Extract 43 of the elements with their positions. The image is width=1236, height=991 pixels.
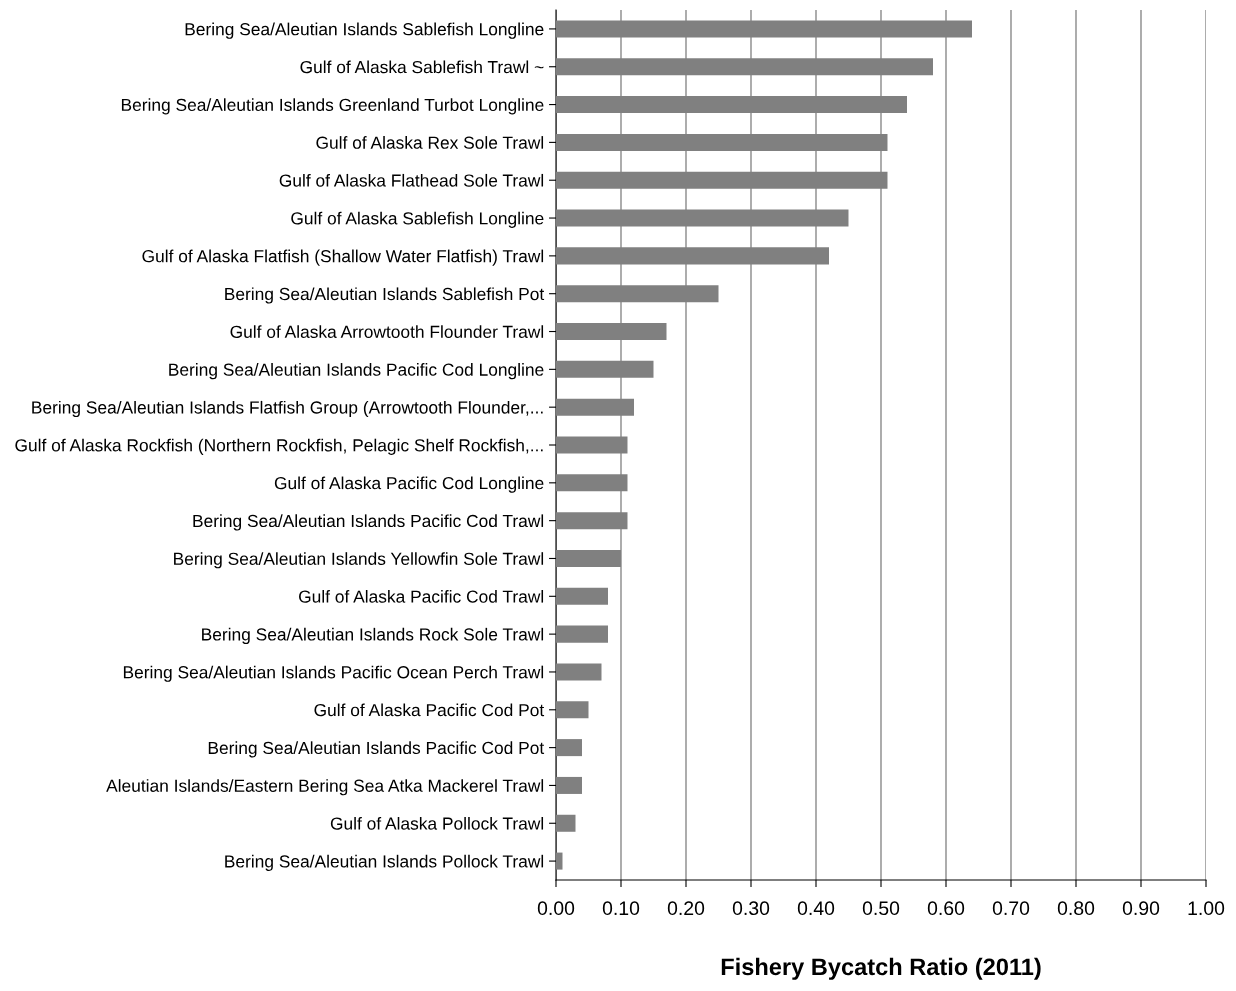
x-tick-label: 0.80 <box>1057 901 1095 916</box>
y-tick-label: Gulf of Alaska Pacific Cod Trawl <box>299 590 544 603</box>
bar <box>556 663 602 681</box>
y-tick-label: Bering Sea/Aleutian Islands Greenland Turbot Longline <box>121 98 544 115</box>
bar <box>556 587 608 605</box>
y-tick-label: Gulf of Alaska Sablefish Longline <box>291 211 544 228</box>
y-tick-label: Bering Sea/Aleutian Islands Rock Sole Trawl <box>202 627 544 645</box>
x-tick-label: 0.90 <box>1122 901 1160 916</box>
bar <box>556 814 576 832</box>
x-tick-label: 0.30 <box>732 901 770 916</box>
y-tick-label: Bering Sea/Aleutian Islands Pacific Cod Trawl <box>193 514 544 531</box>
x-axis-title: Fishery Bycatch Ratio (2011) <box>721 957 1041 980</box>
y-tick-label: Gulf of Alaska Pacific Cod Pot <box>314 703 545 717</box>
bar <box>556 776 582 794</box>
bar <box>556 701 589 719</box>
y-tick-label: Gulf of Alaska Flathead Sole Trawl <box>279 173 544 187</box>
y-tick-label: Bering Sea/Aleutian Islands Flatfish Group (Arrowtooth Flounder,... <box>32 400 543 418</box>
bar <box>556 625 608 643</box>
y-tick-label: Gulf of Alaska Rockfish (Northern Rockfish, Pelagic Shelf Rockfish,... <box>15 438 543 455</box>
y-tick-label: Aleutian Islands/Eastern Bering Sea Atka Mackerel Trawl <box>106 779 544 796</box>
y-tick-label: Bering Sea/Aleutian Islands Pacific Cod Pot <box>208 741 545 758</box>
x-tick-label: 0.40 <box>797 901 835 916</box>
y-tick-label: Bering Sea/Aleutian Islands Sablefish Pot <box>225 287 545 304</box>
y-tick-label: Bering Sea/Aleutian Islands Sablefish Longline <box>185 22 544 39</box>
y-tick-label: Gulf of Alaska Arrowtooth Flounder Trawl <box>230 325 544 338</box>
x-tick-label: 0.10 <box>602 901 640 916</box>
y-tick-label: Bering Sea/Aleutian Islands Pollock Trawl <box>225 854 544 871</box>
x-tick-label: 1.00 <box>1188 901 1225 916</box>
y-tick-label: Gulf of Alaska Pacific Cod Longline <box>274 476 544 493</box>
bar <box>556 852 563 870</box>
x-tick-label: 0.00 <box>537 901 575 916</box>
x-tick-label: 0.50 <box>862 901 900 916</box>
x-tick-label: 0.70 <box>992 901 1030 916</box>
y-tick-label: Bering Sea/Aleutian Islands Pacific Ocean Perch Trawl <box>123 665 544 682</box>
bar <box>556 739 582 757</box>
x-tick-label: 0.60 <box>927 901 965 916</box>
y-tick-label: Bering Sea/Aleutian Islands Pacific Cod Longline <box>169 363 544 380</box>
y-tick-label: Gulf of Alaska Flatfish (Shallow Water Flatfish) Trawl <box>142 249 544 266</box>
y-tick-label: Gulf of Alaska Pollock Trawl <box>330 816 544 830</box>
y-tick-label: Gulf of Alaska Sablefish Trawl ~ <box>300 60 544 74</box>
x-tick-label: 0.20 <box>667 901 705 916</box>
y-tick-label: Gulf of Alaska Rex Sole Trawl <box>316 136 544 149</box>
y-tick-label: Bering Sea/Aleutian Islands Yellowfin Sole Trawl <box>174 552 544 569</box>
